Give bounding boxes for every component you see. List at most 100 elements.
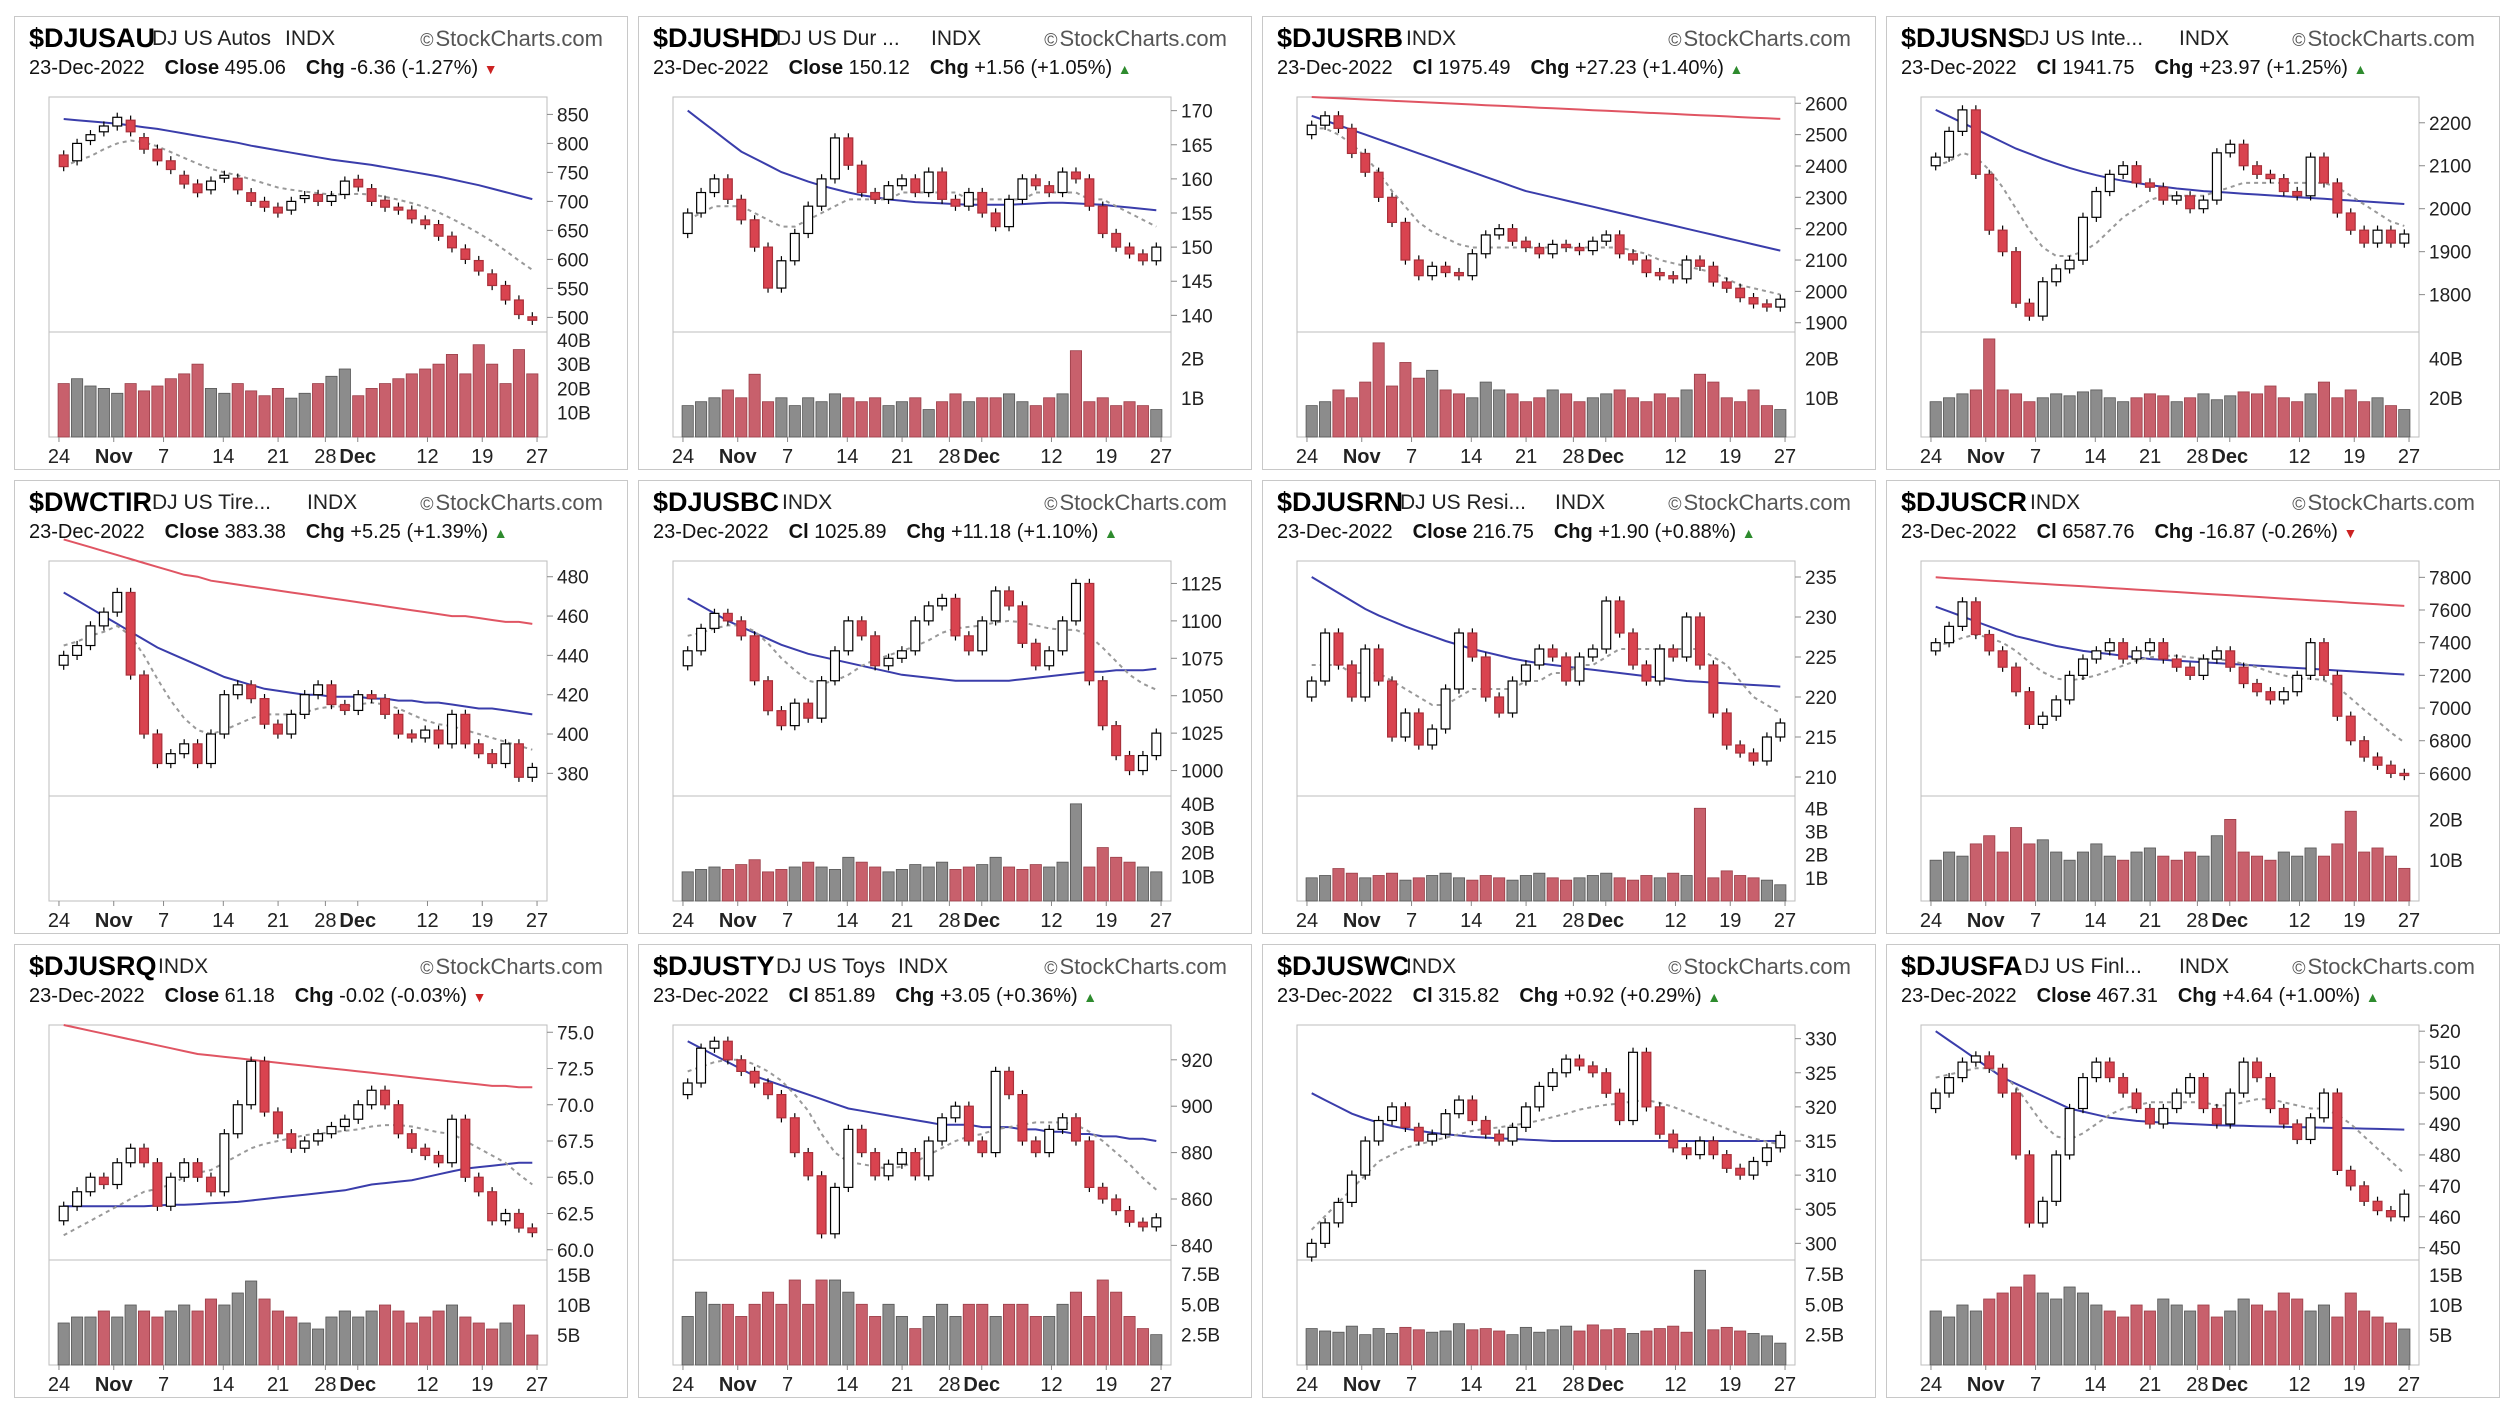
volume-bar: [1573, 877, 1586, 902]
volume-tick-label: 3B: [1805, 822, 1828, 843]
candle: [856, 616, 867, 641]
x-axis-label: 12: [416, 910, 438, 932]
price-tick-label: 470: [2429, 1177, 2461, 1198]
volume-bar: [1760, 405, 1773, 438]
candle: [460, 1114, 471, 1182]
candle: [1320, 1218, 1331, 1248]
x-axis-label: 7: [1406, 1374, 1417, 1396]
volume-bar: [2251, 1304, 2264, 1366]
price-tick-label: 600: [557, 250, 589, 271]
close-label: Cl: [1412, 57, 1433, 79]
candle: [1628, 628, 1639, 670]
volume-bar: [2251, 855, 2264, 902]
volume-bar: [1774, 409, 1787, 438]
candle: [2091, 186, 2102, 222]
volume-bar: [1493, 389, 1506, 438]
candle: [2278, 687, 2289, 705]
candle: [2104, 638, 2115, 656]
quote-line: 23-Dec-2022 Close 150.12 Chg +1.56 (+1.0…: [653, 57, 1132, 80]
close-label: Cl: [2036, 521, 2057, 543]
volume-bar: [499, 1322, 512, 1366]
candle: [246, 680, 257, 704]
candle: [963, 631, 974, 656]
candle: [2211, 1103, 2222, 1129]
volume-bar: [1693, 373, 1706, 438]
stockcharts-watermark: ©StockCharts.com: [1044, 954, 1227, 980]
ticker-symbol: $DJUSRB: [1277, 23, 1404, 53]
candle: [870, 631, 881, 671]
stockcharts-watermark: ©StockCharts.com: [420, 954, 603, 980]
price-tick-label: 67.5: [557, 1132, 594, 1153]
x-axis-label: 24: [48, 1374, 70, 1396]
candle: [1453, 1095, 1464, 1119]
volume-bar: [1123, 861, 1136, 902]
volume-bar: [1305, 405, 1318, 438]
plot-frame: [672, 1024, 1172, 1366]
volume-bar: [788, 405, 801, 438]
x-axis-label: 21: [2139, 1374, 2161, 1396]
quote-line: 23-Dec-2022 Close 61.18 Chg -0.02 (-0.03…: [29, 985, 486, 1008]
plot-frame: [1920, 96, 2420, 438]
candle: [1017, 174, 1028, 204]
x-axis-label: 14: [836, 1374, 858, 1396]
volume-bar: [2130, 397, 2143, 438]
candle: [2064, 255, 2075, 274]
x-axis-label: 7: [158, 1374, 169, 1396]
volume-bar: [788, 1279, 801, 1366]
candle: [1708, 660, 1719, 718]
close-value: 383.38: [224, 521, 286, 543]
volume-bar: [1586, 1324, 1599, 1366]
candle: [709, 1036, 720, 1053]
candle: [1561, 1054, 1572, 1078]
volume-bar: [486, 363, 499, 438]
candle: [843, 1124, 854, 1193]
exchange-label: INDX: [307, 491, 358, 514]
volume-bar: [2197, 1304, 2210, 1366]
volume-bar: [1332, 389, 1345, 438]
ticker-symbol: $DJUSRQ: [29, 951, 157, 981]
candle: [1044, 181, 1055, 198]
volume-bar: [1043, 866, 1056, 902]
quote-date: 23-Dec-2022: [1901, 985, 2017, 1007]
candle: [763, 1078, 774, 1100]
candle: [98, 121, 109, 137]
x-axis-label: 12: [416, 1374, 438, 1396]
price-tick-label: 160: [1181, 170, 1213, 191]
x-axis-label: 21: [2139, 446, 2161, 468]
volume-bar: [338, 1310, 351, 1366]
copyright-icon: ©: [420, 958, 434, 978]
candle: [696, 187, 707, 218]
candle: [1601, 230, 1612, 246]
volume-bar: [1734, 1330, 1747, 1366]
candle: [513, 295, 524, 320]
candle: [2064, 670, 2075, 705]
volume-bar: [2010, 393, 2023, 438]
ticker-symbol: $DJUSRN: [1277, 487, 1404, 517]
candle: [1440, 261, 1451, 278]
volume-bar: [1546, 1329, 1559, 1366]
candle: [1614, 596, 1625, 638]
change-label: Chg: [305, 57, 345, 79]
x-axis-label: 19: [1095, 1374, 1117, 1396]
candle: [937, 167, 948, 204]
candle: [682, 646, 693, 671]
candle: [380, 195, 391, 212]
volume-bar: [2371, 397, 2384, 438]
candle: [406, 1129, 417, 1153]
x-axis-label: 28: [1562, 910, 1584, 932]
candle: [1044, 646, 1055, 671]
index-name: DJ US Autos: [152, 27, 272, 50]
volume-tick-label: 1B: [1181, 389, 1204, 410]
up-arrow-icon: ▲: [1104, 525, 1118, 541]
volume-bar: [2371, 847, 2384, 902]
candle: [977, 187, 988, 218]
volume-bar: [1734, 401, 1747, 438]
candle: [1970, 105, 1981, 179]
candle: [910, 174, 921, 198]
exchange-label: INDX: [2179, 955, 2230, 978]
volume-bar: [1600, 872, 1613, 902]
candle: [1668, 271, 1679, 284]
x-axis-label: 21: [891, 1374, 913, 1396]
candle: [205, 1172, 216, 1197]
candle: [2064, 1103, 2075, 1160]
